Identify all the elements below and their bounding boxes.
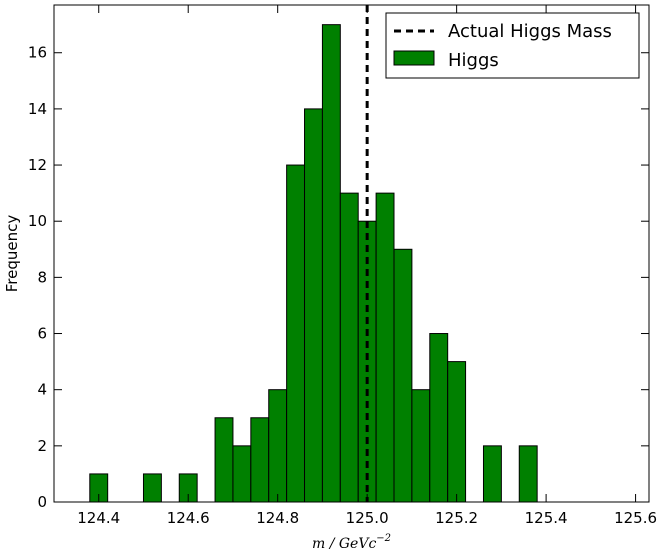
y-tick-label: 12 — [28, 156, 47, 174]
legend-higgs-patch — [393, 50, 435, 66]
histogram-bar — [375, 192, 395, 503]
x-axis-label-exponent: −2 — [376, 533, 391, 544]
x-tick-label: 124.6 — [167, 509, 210, 527]
legend: Actual Higgs Mass Higgs — [385, 12, 640, 79]
x-tick-label: 125.6 — [614, 509, 657, 527]
histogram-bar — [304, 108, 323, 503]
x-tick-label: 125.2 — [435, 509, 478, 527]
histogram-bar — [321, 24, 341, 503]
legend-label-actual-higgs-mass: Actual Higgs Mass — [448, 21, 612, 42]
histogram-bar — [411, 389, 431, 503]
plot-frame — [53, 4, 650, 503]
histogram-bar — [214, 417, 234, 503]
x-axis-label: m / GeVc−2 — [312, 533, 391, 551]
y-tick-label: 16 — [28, 44, 47, 62]
histogram-bar — [286, 164, 306, 503]
y-tick-label: 6 — [37, 325, 47, 343]
histogram-bar — [268, 389, 288, 503]
histogram-bar — [393, 248, 413, 503]
histogram-bar — [232, 445, 252, 503]
y-tick-label: 8 — [37, 268, 47, 286]
x-tick-label: 124.8 — [256, 509, 299, 527]
y-axis-label: Frequency — [3, 215, 21, 293]
legend-box — [385, 12, 640, 79]
y-tick-label: 2 — [37, 437, 47, 455]
y-tick-label: 14 — [28, 100, 47, 118]
y-tick-label: 10 — [28, 212, 47, 230]
histogram-bar — [142, 473, 162, 503]
histogram-bar — [518, 445, 538, 503]
bars-layer — [89, 24, 538, 503]
histogram-bar — [250, 417, 270, 503]
histogram-bar — [429, 333, 449, 503]
y-tick-label: 4 — [37, 381, 47, 399]
ticks-layer: 124.4 124.6 124.8 125.0 125.2 125.4 125.6 0 2 4 6 8… — [28, 5, 657, 527]
legend-label-higgs: Higgs — [448, 50, 499, 71]
x-axis-label-text: m / GeVc — [312, 536, 376, 551]
x-tick-label: 125.0 — [346, 509, 389, 527]
histogram-bar — [447, 361, 467, 503]
x-tick-label: 124.4 — [77, 509, 120, 527]
y-tick-label: 0 — [37, 493, 47, 511]
histogram-bar — [339, 192, 359, 503]
histogram-bar — [482, 445, 502, 503]
x-tick-label: 125.4 — [525, 509, 568, 527]
